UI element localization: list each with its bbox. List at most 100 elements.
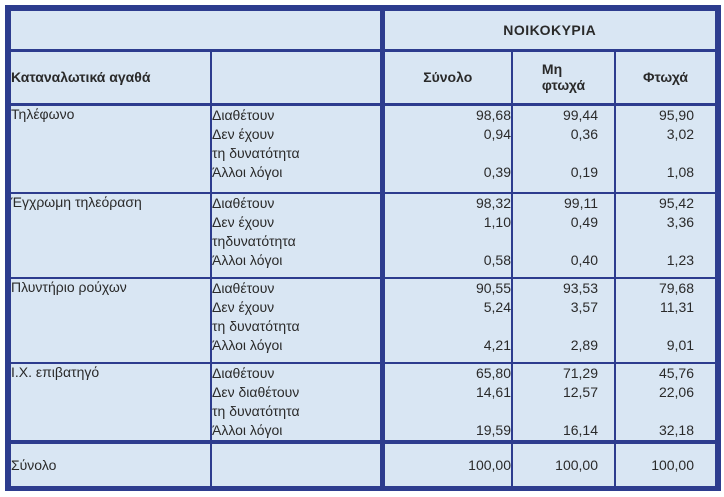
group-header-cell: ΝΟΙΚΟΚΥΡΙΑ [379, 11, 716, 52]
value: 19,59 [475, 422, 511, 438]
status-labels-cell: Διαθέτουν Δεν διαθέτουν τη δυνατότητα Άλ… [210, 362, 383, 443]
value: 0,94 [483, 125, 511, 142]
value: 93,53 [562, 280, 598, 296]
value: 14,61 [475, 384, 511, 400]
value [514, 232, 598, 251]
value [617, 144, 694, 163]
status-labels-cell: Διαθέτουν Δεν έχουν τηδυνατότητα Άλλοι λ… [210, 192, 383, 279]
households-table: ΝΟΙΚΟΚΥΡΙΑ Καταναλωτικά αγαθά Σύνολο Μη … [11, 11, 716, 486]
value: 45,76 [658, 365, 695, 381]
empty-header-cell [210, 49, 383, 106]
status-label: Άλλοι λόγοι [212, 337, 283, 353]
status-label: Διαθέτουν [212, 280, 275, 296]
value [617, 317, 694, 336]
value [617, 232, 694, 251]
product-cell: Πλυντήριο ρούχων [11, 277, 212, 364]
values-synolo-cell: 65,80 14,61 19,59 [379, 362, 513, 443]
value: 1,10 [483, 214, 511, 230]
value: 99,44 [562, 106, 598, 123]
product-cell: Έγχρωμη τηλεόραση [11, 192, 212, 279]
value: 2,89 [570, 337, 598, 353]
value [387, 317, 510, 336]
total-ftoxa-cell: 100,00 [613, 440, 716, 486]
value: 71,29 [562, 365, 598, 381]
status-label: Διαθέτουν [212, 195, 275, 211]
group-header-row: ΝΟΙΚΟΚΥΡΙΑ [11, 11, 716, 52]
status-labels-cell: Διαθέτουν Δεν έχουν τη δυνατότητα Άλλοι … [210, 277, 383, 364]
empty-corner-cell [11, 11, 383, 52]
status-label: τη δυνατότητα [212, 144, 300, 161]
product-cell: Ι.Χ. επιβατηγό [11, 362, 212, 443]
header-ftoxa: Φτωχά [613, 49, 716, 106]
total-mi-ftoxa-cell: 100,00 [511, 440, 616, 486]
value: 95,90 [658, 106, 695, 123]
values-mi-ftoxa-cell: 93,53 3,57 2,89 [511, 277, 616, 364]
value: 0,39 [483, 163, 511, 180]
total-synolo-cell: 100,00 [379, 440, 513, 486]
product-cell: Τηλέφωνο [11, 103, 212, 194]
value: 99,11 [564, 195, 598, 211]
values-ftoxa-cell: 95,90 3,02 1,08 [613, 103, 716, 194]
status-label: τη δυνατότητα [212, 318, 300, 334]
table-row-washing-machine: Πλυντήριο ρούχων Διαθέτουν Δεν έχουν τη … [11, 277, 716, 364]
status-labels-cell: Διαθέτουν Δεν έχουν τη δυνατότητα Άλλοι … [210, 103, 383, 194]
value: 79,68 [658, 280, 695, 296]
header-synolo: Σύνολο [379, 49, 513, 106]
status-label: Άλλοι λόγοι [212, 163, 283, 180]
value: 65,80 [475, 365, 511, 381]
value [387, 402, 510, 421]
value [387, 144, 510, 163]
status-label: Δεν διαθέτουν [212, 384, 300, 400]
table-row-telephone: Τηλέφωνο Διαθέτουν Δεν έχουν τη δυνατότη… [11, 103, 716, 194]
values-ftoxa-cell: 45,76 22,06 32,18 [613, 362, 716, 443]
value [617, 402, 694, 421]
value: 3,02 [666, 125, 695, 142]
status-label: τη δυνατότητα [212, 403, 300, 419]
values-mi-ftoxa-cell: 71,29 12,57 16,14 [511, 362, 616, 443]
value: 0,58 [483, 252, 511, 268]
value [514, 317, 598, 336]
value: 0,19 [570, 163, 598, 180]
status-label: Δεν έχουν [212, 214, 275, 230]
value: 3,57 [570, 299, 598, 315]
households-table-frame: ΝΟΙΚΟΚΥΡΙΑ Καταναλωτικά αγαθά Σύνολο Μη … [5, 5, 721, 491]
status-label: Δεν έχουν [212, 125, 275, 142]
status-label: Άλλοι λόγοι [212, 252, 283, 268]
table-row-private-car: Ι.Χ. επιβατηγό Διαθέτουν Δεν διαθέτουν τ… [11, 362, 716, 443]
values-mi-ftoxa-cell: 99,11 0,49 0,40 [511, 192, 616, 279]
values-synolo-cell: 90,55 5,24 4,21 [379, 277, 513, 364]
values-mi-ftoxa-cell: 99,44 0,36 0,19 [511, 103, 616, 194]
value: 3,36 [666, 214, 695, 230]
value: 98,32 [475, 195, 511, 211]
status-label: Δεν έχουν [212, 299, 275, 315]
value [514, 402, 598, 421]
consumer-goods-header: Καταναλωτικά αγαθά [11, 49, 212, 106]
status-label: Διαθέτουν [212, 106, 275, 123]
value: 98,68 [475, 106, 511, 123]
empty-total-cell [210, 440, 383, 486]
total-label-cell: Σύνολο [11, 440, 212, 486]
values-synolo-cell: 98,68 0,94 0,39 [379, 103, 513, 194]
value: 5,24 [483, 299, 511, 315]
total-row: Σύνολο 100,00 100,00 100,00 [11, 440, 716, 486]
value: 0,40 [570, 252, 598, 268]
value: 11,31 [660, 299, 695, 315]
value: 95,42 [658, 195, 695, 211]
status-label: τηδυνατότητα [212, 233, 296, 249]
status-label: Άλλοι λόγοι [212, 422, 283, 438]
column-headers-row: Καταναλωτικά αγαθά Σύνολο Μη φτωχά Φτωχά [11, 49, 716, 106]
value: 90,55 [475, 280, 511, 296]
table-row-color-tv: Έγχρωμη τηλεόραση Διαθέτουν Δεν έχουν τη… [11, 192, 716, 279]
header-mi-ftoxa-text: Μη φτωχά [541, 61, 586, 93]
value [514, 144, 598, 163]
value: 4,21 [483, 337, 511, 353]
value: 22,06 [658, 384, 695, 400]
value: 12,57 [562, 384, 598, 400]
value: 32,18 [658, 422, 695, 438]
value: 1,23 [666, 252, 695, 268]
value: 9,01 [666, 337, 695, 353]
value: 16,14 [562, 422, 598, 438]
value: 0,49 [570, 214, 598, 230]
value: 1,08 [666, 163, 695, 180]
value [387, 232, 510, 251]
